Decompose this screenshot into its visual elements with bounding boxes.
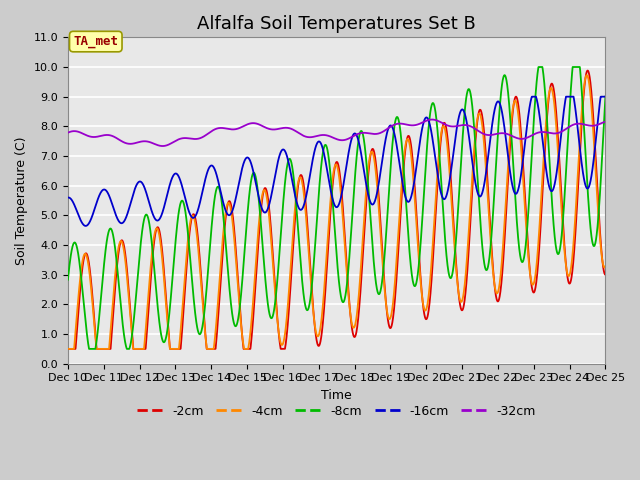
Text: TA_met: TA_met: [73, 35, 118, 48]
Legend: -2cm, -4cm, -8cm, -16cm, -32cm: -2cm, -4cm, -8cm, -16cm, -32cm: [132, 400, 541, 423]
Y-axis label: Soil Temperature (C): Soil Temperature (C): [15, 136, 28, 265]
Title: Alfalfa Soil Temperatures Set B: Alfalfa Soil Temperatures Set B: [197, 15, 476, 33]
X-axis label: Time: Time: [321, 389, 352, 402]
